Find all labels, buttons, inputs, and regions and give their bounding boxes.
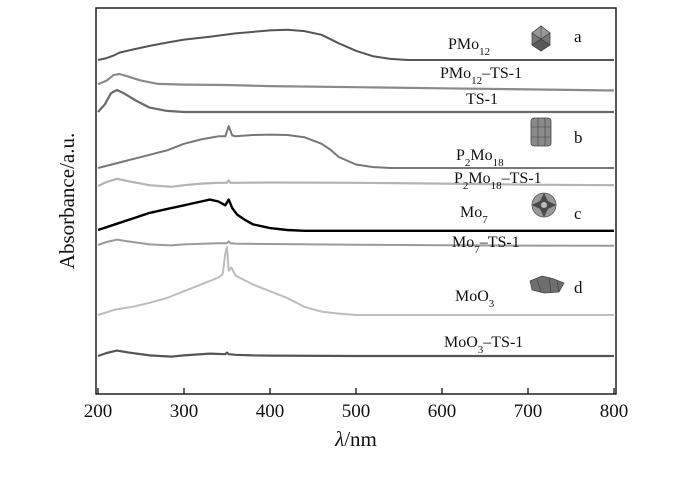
panel-letter-b: b — [574, 128, 583, 147]
series-line-4 — [97, 177, 615, 188]
series-label-8: MoO3–TS-1 — [444, 334, 523, 356]
panel-letter-c: c — [574, 204, 582, 223]
x-axis-ticks: 200 300 400 500 600 700 800 — [84, 388, 629, 422]
series-label-5: Mo7 — [460, 204, 488, 226]
series-layer — [97, 28, 615, 358]
series-line-6 — [97, 238, 615, 247]
series-line-8 — [97, 349, 614, 358]
moo3-structure-icon — [529, 275, 565, 294]
panel-letter-a: a — [574, 27, 582, 46]
series-label-6: Mo7–TS-1 — [452, 234, 520, 256]
series-line-2 — [97, 88, 614, 114]
series-label-1: PMo12–TS-1 — [440, 65, 522, 87]
series-line-3 — [97, 125, 614, 169]
x-tick-label-0: 200 — [84, 401, 113, 422]
series-label-4: P2Mo18–TS-1 — [454, 170, 542, 192]
x-tick-label-2: 400 — [256, 401, 285, 422]
heptamolybdate-structure-icon — [531, 192, 557, 218]
x-axis-title: λ/nm — [334, 427, 377, 451]
series-line-0 — [97, 28, 614, 61]
series-label-0: PMo12 — [448, 36, 490, 58]
series-label-7: MoO3 — [455, 288, 495, 310]
y-axis-title: Absorbance/a.u. — [55, 133, 79, 269]
series-label-2: TS-1 — [466, 91, 498, 108]
x-tick-label-5: 700 — [514, 401, 543, 422]
series-line-7 — [97, 246, 614, 316]
x-tick-label-4: 600 — [428, 401, 457, 422]
x-tick-label-3: 500 — [342, 401, 371, 422]
panel-letter-d: d — [574, 278, 583, 297]
dawson-structure-icon — [530, 117, 552, 147]
series-line-1 — [97, 72, 615, 92]
x-tick-label-6: 800 — [600, 401, 629, 422]
series-label-3: P2Mo18 — [456, 147, 504, 169]
x-tick-label-1: 300 — [170, 401, 199, 422]
series-line-5 — [97, 198, 614, 233]
keggin-structure-icon — [531, 25, 551, 52]
